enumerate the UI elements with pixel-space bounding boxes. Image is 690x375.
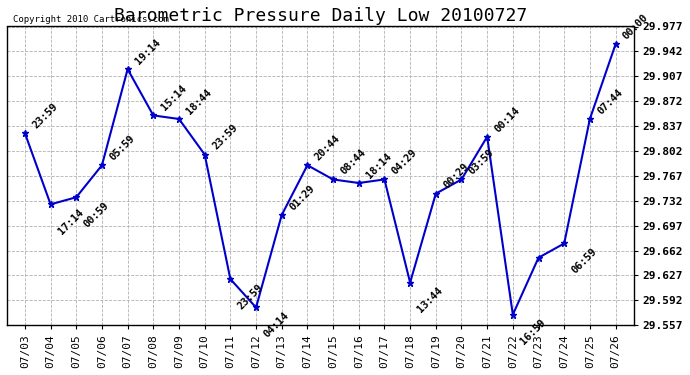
Text: 13:44: 13:44	[415, 285, 445, 315]
Text: 04:14: 04:14	[262, 310, 290, 339]
Text: Copyright 2010 Cartronics.com: Copyright 2010 Cartronics.com	[13, 15, 169, 24]
Text: 18:44: 18:44	[184, 87, 214, 116]
Text: 17:14: 17:14	[56, 207, 86, 236]
Title: Barometric Pressure Daily Low 20100727: Barometric Pressure Daily Low 20100727	[114, 7, 527, 25]
Text: 00:29: 00:29	[442, 162, 471, 191]
Text: 00:14: 00:14	[493, 105, 522, 134]
Text: 06:59: 06:59	[570, 246, 599, 275]
Text: 15:14: 15:14	[159, 84, 188, 112]
Text: 08:44: 08:44	[339, 147, 368, 177]
Text: 00:59: 00:59	[82, 200, 111, 229]
Text: 03:59: 03:59	[467, 147, 496, 177]
Text: 04:29: 04:29	[390, 147, 419, 177]
Text: 07:44: 07:44	[595, 87, 624, 116]
Text: 23:59: 23:59	[210, 123, 239, 152]
Text: 23:59: 23:59	[236, 282, 265, 311]
Text: 18:14: 18:14	[364, 151, 393, 180]
Text: 23:59: 23:59	[30, 101, 59, 130]
Text: 20:44: 20:44	[313, 133, 342, 162]
Text: 01:29: 01:29	[287, 183, 317, 212]
Text: 05:59: 05:59	[108, 133, 137, 162]
Text: 00:00: 00:00	[621, 12, 650, 42]
Text: 16:59: 16:59	[518, 317, 548, 346]
Text: 19:14: 19:14	[133, 37, 162, 66]
